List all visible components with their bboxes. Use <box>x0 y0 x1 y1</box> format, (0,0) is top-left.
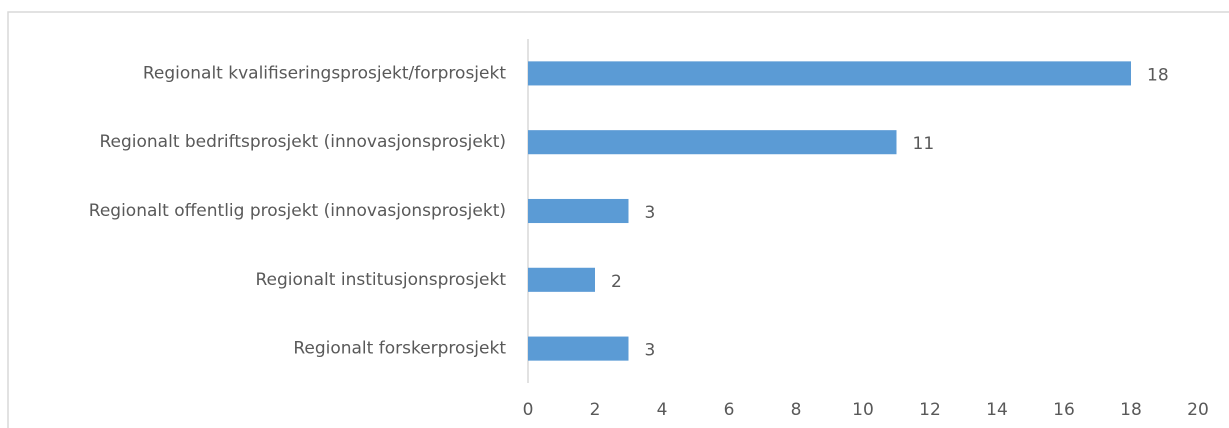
x-tick-label: 10 <box>852 400 874 420</box>
x-tick-label: 20 <box>1187 400 1209 420</box>
y-tick-label: Regionalt bedriftsprosjekt (innovasjonsp… <box>99 132 506 152</box>
data-label: 3 <box>645 203 656 223</box>
y-tick-label: Regionalt offentlig prosjekt (innovasjon… <box>89 201 506 221</box>
data-label: 18 <box>1147 65 1169 85</box>
bar <box>528 61 1131 86</box>
bar <box>528 130 897 155</box>
x-tick-label: 4 <box>657 400 668 420</box>
x-tick-label: 8 <box>791 400 802 420</box>
x-tick-label: 2 <box>590 400 601 420</box>
bar <box>528 336 629 361</box>
bar <box>528 198 629 224</box>
data-label: 2 <box>611 272 622 292</box>
data-label: 3 <box>645 341 656 361</box>
x-tick-label: 18 <box>1120 400 1142 420</box>
x-tick-label: 0 <box>523 400 534 420</box>
x-tick-label: 6 <box>724 400 735 420</box>
x-tick-label: 14 <box>986 400 1008 420</box>
data-label: 11 <box>913 134 935 154</box>
bar <box>528 267 595 292</box>
chart-frame <box>7 11 1229 428</box>
y-tick-label: Regionalt forskerprosjekt <box>293 339 506 359</box>
x-tick-label: 16 <box>1053 400 1075 420</box>
x-tick-label: 12 <box>919 400 941 420</box>
y-tick-label: Regionalt institusjonsprosjekt <box>255 270 506 290</box>
y-tick-label: Regionalt kvalifiseringsprosjekt/forpros… <box>143 63 506 83</box>
